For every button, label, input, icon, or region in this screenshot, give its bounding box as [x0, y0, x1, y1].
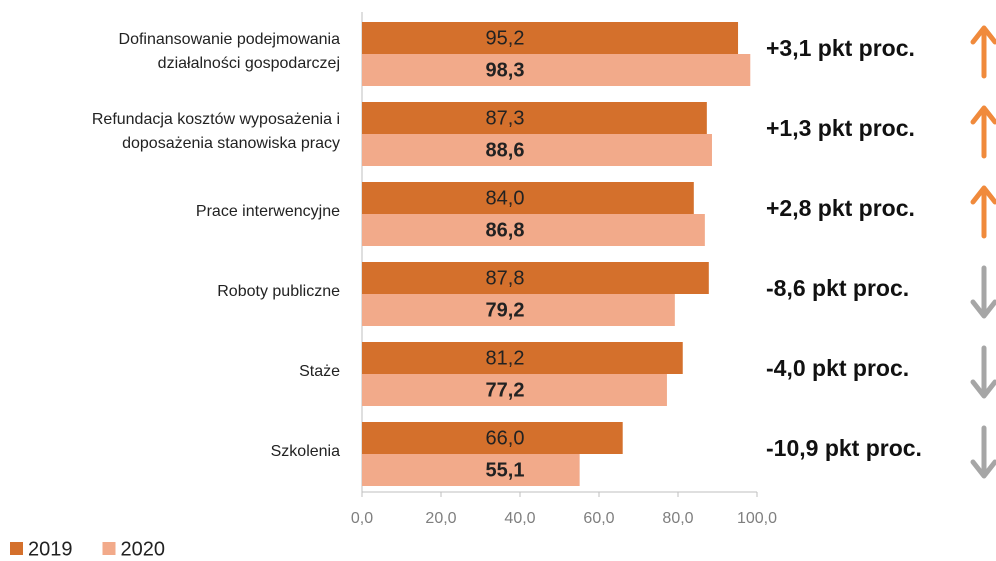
trend-arrow: [970, 265, 996, 319]
x-tick-label: 0,0: [351, 510, 373, 527]
trend-arrow: [970, 25, 996, 79]
category-label: Prace interwencyjne: [195, 203, 340, 220]
value-label: 87,8: [486, 267, 525, 289]
value-label: 88,6: [486, 139, 525, 161]
category-label: Refundacja kosztów wyposażenia i doposaż…: [91, 111, 340, 152]
legend-label: 2019: [28, 538, 73, 560]
x-tick-label: 80,0: [662, 510, 693, 527]
value-label: 98,3: [486, 59, 525, 81]
category-label: Dofinansowanie podejmowania działalności…: [118, 31, 340, 72]
x-tick-label: 20,0: [425, 510, 456, 527]
bar: [362, 374, 667, 406]
category-label: Szkolenia: [270, 443, 340, 460]
trend-arrow: [970, 425, 996, 479]
value-label: 81,2: [486, 347, 525, 369]
legend-swatch: [102, 542, 116, 555]
bar: [362, 134, 712, 166]
value-label: 79,2: [486, 299, 525, 321]
value-label: 84,0: [486, 187, 525, 209]
value-label: 86,8: [486, 219, 525, 241]
value-label: 55,1: [486, 459, 525, 481]
bar: [362, 454, 580, 486]
annotation: -8,6 pkt proc.: [766, 275, 909, 301]
bar: [362, 262, 709, 294]
x-tick-label: 40,0: [504, 510, 535, 527]
legend-label: 2020: [121, 538, 166, 560]
value-label: 87,3: [486, 107, 525, 129]
value-label: 77,2: [486, 379, 525, 401]
value-label: 95,2: [486, 27, 525, 49]
bar: [362, 214, 705, 246]
trend-arrow: [970, 185, 996, 239]
value-label: 66,0: [486, 427, 525, 449]
x-tick-label: 100,0: [737, 510, 777, 527]
bar: [362, 422, 623, 454]
annotation: -4,0 pkt proc.: [766, 355, 909, 381]
bar: [362, 342, 683, 374]
bar: [362, 102, 707, 134]
annotation: -10,9 pkt proc.: [766, 435, 922, 461]
category-label: Roboty publiczne: [217, 283, 340, 300]
bar: [362, 22, 739, 54]
x-tick-label: 60,0: [583, 510, 614, 527]
bar: [362, 294, 675, 326]
annotation: +2,8 pkt proc.: [766, 195, 915, 221]
annotation: +3,1 pkt proc.: [766, 35, 915, 61]
annotation: +1,3 pkt proc.: [766, 115, 915, 141]
trend-arrow: [970, 345, 996, 399]
bar: [362, 54, 751, 86]
category-label: Staże: [299, 363, 340, 380]
trend-arrow: [970, 105, 996, 159]
legend-swatch: [10, 542, 23, 555]
bar: [362, 182, 694, 214]
